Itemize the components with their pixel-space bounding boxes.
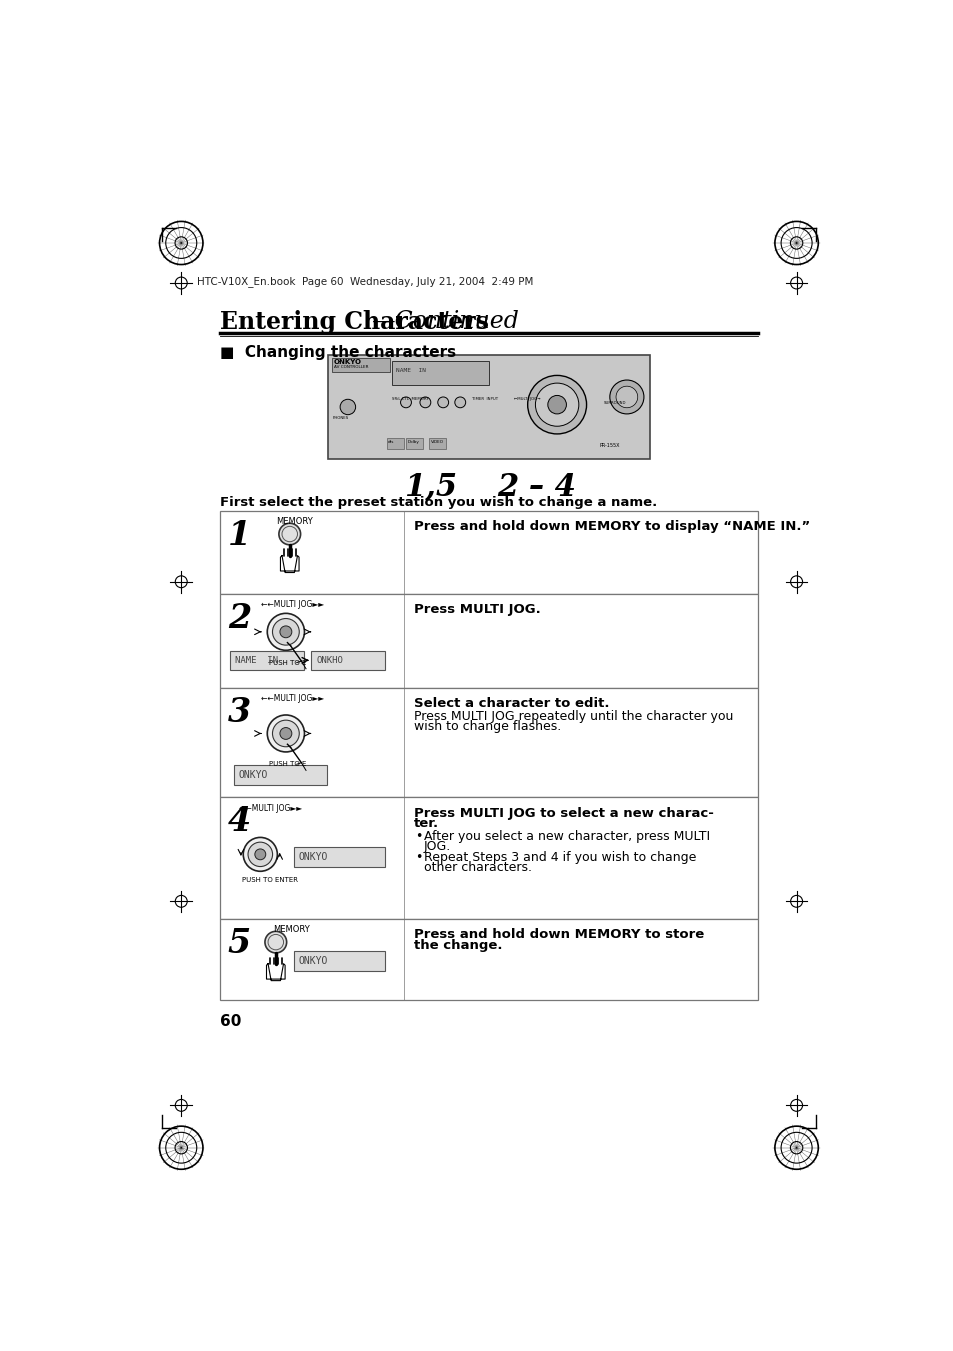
Text: Press MULTI JOG to select a new charac-: Press MULTI JOG to select a new charac- bbox=[414, 807, 713, 820]
Text: MEMORY: MEMORY bbox=[273, 925, 309, 934]
Text: ONKYO: ONKYO bbox=[238, 770, 268, 780]
Text: ←←MULTI JOG►►: ←←MULTI JOG►► bbox=[261, 694, 324, 703]
Circle shape bbox=[267, 613, 304, 650]
Bar bbox=[406, 438, 422, 449]
Text: •: • bbox=[415, 851, 422, 863]
Text: First select the preset station you wish to change a name.: First select the preset station you wish… bbox=[220, 496, 657, 508]
Text: MEMORY: MEMORY bbox=[275, 517, 313, 526]
Text: ←←MULTI JOG►►: ←←MULTI JOG►► bbox=[238, 804, 301, 812]
Circle shape bbox=[609, 380, 643, 413]
Circle shape bbox=[265, 931, 286, 952]
Bar bbox=[294, 951, 385, 971]
Bar bbox=[220, 797, 757, 919]
Circle shape bbox=[455, 397, 465, 408]
Text: ■  Changing the characters: ■ Changing the characters bbox=[220, 345, 456, 359]
Text: 2: 2 bbox=[228, 601, 251, 635]
Text: ←←MULTI JOG►►: ←←MULTI JOG►► bbox=[261, 600, 324, 609]
Circle shape bbox=[267, 715, 304, 753]
Text: Repeat Steps 3 and 4 if you wish to change: Repeat Steps 3 and 4 if you wish to chan… bbox=[423, 851, 696, 863]
Bar bbox=[220, 594, 757, 688]
Circle shape bbox=[273, 619, 299, 646]
Text: ter.: ter. bbox=[414, 817, 438, 831]
Bar bbox=[220, 511, 757, 594]
Bar bbox=[220, 688, 757, 797]
Text: 5: 5 bbox=[228, 927, 251, 959]
Text: 1: 1 bbox=[228, 519, 251, 551]
Text: other characters.: other characters. bbox=[423, 861, 531, 874]
Polygon shape bbox=[266, 963, 285, 981]
Text: NAME  IN: NAME IN bbox=[234, 655, 277, 665]
Text: Dolby: Dolby bbox=[407, 440, 419, 444]
Bar bbox=[392, 361, 488, 385]
Text: 2 – 4: 2 – 4 bbox=[497, 471, 576, 503]
Circle shape bbox=[279, 626, 292, 638]
Circle shape bbox=[273, 720, 299, 747]
Text: ONKYO: ONKYO bbox=[298, 852, 327, 862]
Text: SURROUND: SURROUND bbox=[603, 401, 625, 405]
Bar bbox=[386, 438, 403, 449]
Text: ONKYO: ONKYO bbox=[334, 359, 361, 365]
Text: Press and hold down MEMORY to store: Press and hold down MEMORY to store bbox=[414, 928, 703, 942]
Text: PHONES: PHONES bbox=[332, 416, 348, 420]
Bar bbox=[332, 358, 390, 372]
Text: SR/L CTL  MEMORY: SR/L CTL MEMORY bbox=[392, 397, 428, 401]
Text: HTC-V10X_En.book  Page 60  Wednesday, July 21, 2004  2:49 PM: HTC-V10X_En.book Page 60 Wednesday, July… bbox=[196, 276, 533, 286]
Bar bbox=[429, 438, 446, 449]
Circle shape bbox=[279, 728, 292, 739]
Text: Press MULTI JOG repeatedly until the character you: Press MULTI JOG repeatedly until the cha… bbox=[414, 709, 732, 723]
Text: 60: 60 bbox=[220, 1013, 241, 1028]
Text: Entering Characters: Entering Characters bbox=[220, 309, 489, 334]
Text: VIDEO: VIDEO bbox=[431, 440, 443, 444]
Circle shape bbox=[248, 842, 273, 866]
Circle shape bbox=[535, 384, 578, 426]
Bar bbox=[294, 847, 385, 867]
Circle shape bbox=[243, 838, 277, 871]
Polygon shape bbox=[280, 555, 298, 573]
Text: dts: dts bbox=[388, 440, 395, 444]
Circle shape bbox=[527, 376, 586, 434]
Circle shape bbox=[254, 848, 266, 859]
Text: Select a character to edit.: Select a character to edit. bbox=[414, 697, 609, 711]
Text: NAME  IN: NAME IN bbox=[395, 367, 425, 373]
Text: 4: 4 bbox=[228, 805, 251, 838]
Circle shape bbox=[616, 386, 637, 408]
Text: 1,5: 1,5 bbox=[404, 471, 457, 503]
Text: ONKYO: ONKYO bbox=[298, 957, 327, 966]
Text: Press MULTI JOG.: Press MULTI JOG. bbox=[414, 604, 540, 616]
Text: •: • bbox=[415, 830, 422, 843]
Circle shape bbox=[278, 523, 300, 544]
Bar bbox=[311, 651, 385, 670]
Bar bbox=[220, 919, 757, 1000]
Bar bbox=[230, 651, 303, 670]
Text: TIMER  INPUT: TIMER INPUT bbox=[472, 397, 497, 401]
Text: JOG.: JOG. bbox=[423, 840, 451, 852]
Circle shape bbox=[340, 400, 355, 415]
Bar bbox=[328, 354, 649, 458]
Text: AV CONTROLLER: AV CONTROLLER bbox=[334, 365, 368, 369]
Circle shape bbox=[419, 397, 431, 408]
Circle shape bbox=[437, 397, 448, 408]
Bar bbox=[233, 765, 327, 785]
Text: the change.: the change. bbox=[414, 939, 501, 952]
Text: PR-155X: PR-155X bbox=[599, 443, 619, 449]
Text: After you select a new character, press MULTI: After you select a new character, press … bbox=[423, 830, 709, 843]
Text: ←MULTI JOG→: ←MULTI JOG→ bbox=[514, 397, 540, 401]
Text: PUSH TO E: PUSH TO E bbox=[269, 761, 306, 767]
Text: PUSH TO E: PUSH TO E bbox=[269, 659, 306, 666]
Text: PUSH TO ENTER: PUSH TO ENTER bbox=[241, 877, 297, 884]
Text: wish to change flashes.: wish to change flashes. bbox=[414, 720, 560, 732]
Circle shape bbox=[400, 397, 411, 408]
Text: ONKHO: ONKHO bbox=[315, 655, 343, 665]
Text: Press and hold down MEMORY to display “NAME IN.”: Press and hold down MEMORY to display “N… bbox=[414, 520, 809, 534]
Circle shape bbox=[547, 396, 566, 413]
Text: 3: 3 bbox=[228, 696, 251, 728]
Text: —Continued: —Continued bbox=[371, 309, 518, 332]
